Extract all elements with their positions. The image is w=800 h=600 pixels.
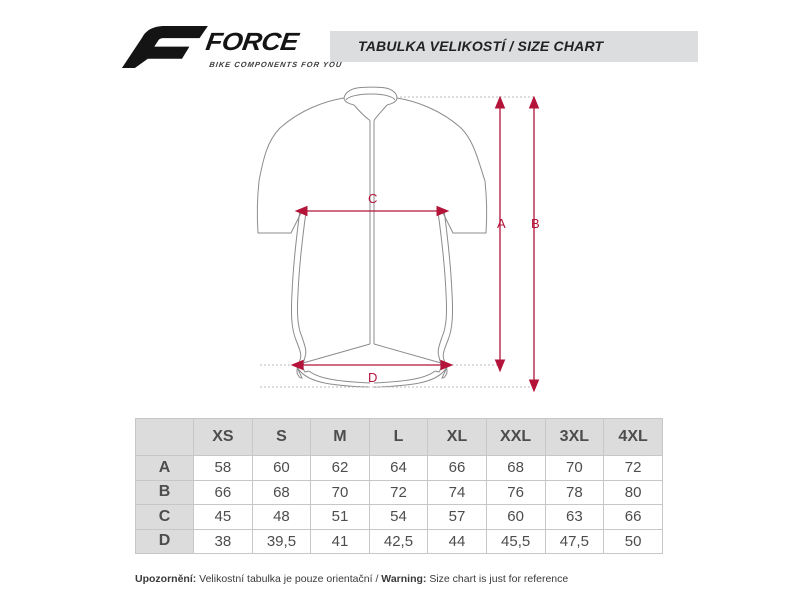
svg-text:C: C <box>368 191 377 206</box>
svg-text:A: A <box>497 216 506 231</box>
svg-text:B: B <box>531 216 540 231</box>
svg-text:D: D <box>368 370 377 385</box>
